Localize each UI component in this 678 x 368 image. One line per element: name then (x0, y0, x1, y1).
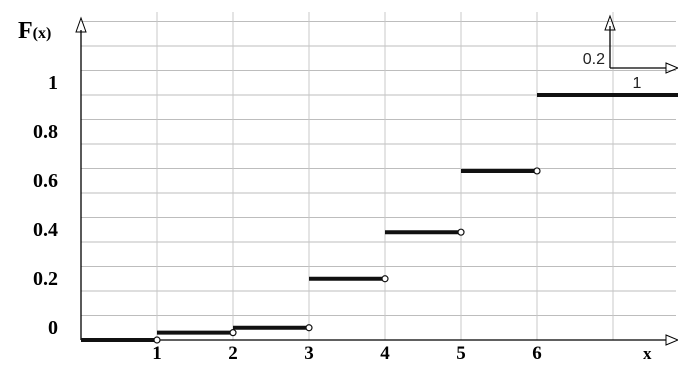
axes (75, 16, 678, 346)
y-tick-label: 0.2 (33, 268, 58, 290)
open-endpoint-5 (457, 228, 465, 236)
y-tick-label: 0.8 (33, 121, 58, 143)
y-axis-label: F(x) (18, 18, 51, 44)
scale-x-label: 1 (633, 75, 642, 92)
y-tick-label: 0.6 (33, 170, 58, 192)
open-endpoint-1 (153, 336, 161, 344)
x-tick-label: 4 (380, 343, 390, 364)
scale-x-arrow (665, 62, 678, 74)
scale-marker: 0.21 (583, 14, 678, 92)
y-tick-label: 0 (48, 317, 58, 339)
scale-y-label: 0.2 (583, 51, 605, 68)
y-tick-labels: 0 0.2 0.4 0.6 0.8 1 (33, 72, 58, 339)
open-endpoint-6 (533, 167, 541, 175)
scale-y-arrow (604, 14, 616, 31)
x-tick-label: 6 (532, 343, 542, 364)
open-endpoint-4 (381, 275, 389, 283)
open-endpoint-3 (305, 324, 313, 332)
x-tick-label: 5 (456, 343, 466, 364)
open-endpoint-2 (229, 329, 237, 337)
x-tick-label: 2 (228, 343, 238, 364)
x-tick-label: 3 (304, 343, 314, 364)
y-axis-label-sub: (x) (33, 25, 52, 42)
y-tick-label: 1 (48, 72, 58, 94)
y-axis-label-main: F (18, 18, 33, 44)
x-tick-labels: 1 2 3 4 5 6 (152, 343, 542, 364)
y-axis-arrow (75, 16, 87, 33)
y-tick-label: 0.4 (33, 219, 58, 241)
x-tick-label: 1 (152, 343, 162, 364)
grid (81, 12, 676, 340)
x-axis-label: x (643, 344, 652, 363)
step-segments (81, 93, 678, 344)
x-axis-arrow (665, 334, 678, 346)
